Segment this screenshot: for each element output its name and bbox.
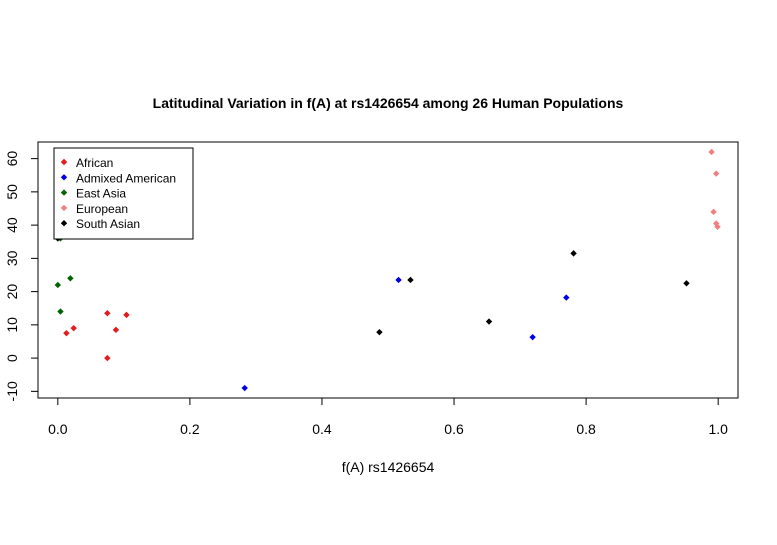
y-tick-label: 30 — [4, 250, 20, 266]
x-tick-label: 0.8 — [576, 421, 596, 437]
y-tick-label: -10 — [4, 381, 20, 401]
x-tick-label: 0.0 — [48, 421, 68, 437]
data-point-south-asian — [485, 318, 493, 325]
legend-marker-south-asian — [60, 220, 68, 227]
data-point-admixed-american — [241, 384, 248, 392]
y-tick-label: 10 — [4, 317, 20, 333]
data-point-east-asia — [67, 275, 74, 282]
y-tick-label: 50 — [4, 184, 20, 200]
legend-box — [53, 147, 194, 240]
data-point-african — [104, 354, 111, 362]
y-tick-label: 40 — [4, 217, 20, 233]
x-tick-label: 1.0 — [708, 421, 728, 437]
data-point-african — [104, 310, 111, 317]
y-tick-label: 60 — [4, 151, 20, 167]
legend-marker-admixed-american — [60, 174, 68, 181]
legend-label-african: African — [76, 156, 113, 170]
legend-marker-european — [60, 204, 68, 212]
data-point-south-asian — [407, 276, 414, 284]
y-tick-label: 0 — [4, 354, 20, 362]
x-axis: 0.0 0.2 0.4 0.6 0.8 1.0 — [48, 397, 728, 437]
data-point-european — [713, 220, 720, 227]
data-point-south-asian — [376, 328, 383, 336]
x-tick-label: 0.4 — [312, 421, 332, 437]
data-point-african — [70, 324, 77, 332]
data-point-european — [713, 170, 720, 177]
x-tick-label: 0.2 — [180, 421, 200, 437]
legend-label-south-asian: South Asian — [76, 217, 140, 231]
legend-label-east-asia: East Asia — [76, 187, 126, 201]
x-axis-label: f(A) rs1426654 — [342, 459, 435, 475]
legend-label-european: European — [76, 202, 128, 216]
legend-marker-east-asia — [60, 189, 68, 196]
data-point-admixed-american — [563, 294, 570, 301]
y-tick-label: 20 — [4, 284, 20, 300]
data-point-east-asia — [54, 281, 62, 289]
data-point-south-asian — [683, 280, 690, 287]
legend-marker-african — [60, 158, 68, 166]
data-point-east-asia — [57, 308, 64, 315]
data-point-south-asian — [570, 250, 577, 257]
data-point-admixed-american — [529, 333, 536, 341]
data-point-african — [123, 311, 130, 319]
y-axis: -10 0 10 20 30 40 50 60 — [4, 151, 39, 401]
data-point-european — [708, 148, 715, 156]
data-point-admixed-american — [395, 276, 402, 284]
data-point-african — [63, 329, 70, 337]
legend-label-admixed-american: Admixed American — [76, 171, 176, 185]
chart-title: Latitudinal Variation in f(A) at rs14266… — [153, 95, 624, 111]
data-points — [54, 148, 721, 392]
data-point-european — [714, 223, 721, 230]
data-point-african — [112, 326, 120, 334]
x-tick-label: 0.6 — [444, 421, 464, 437]
data-point-european — [710, 208, 717, 216]
